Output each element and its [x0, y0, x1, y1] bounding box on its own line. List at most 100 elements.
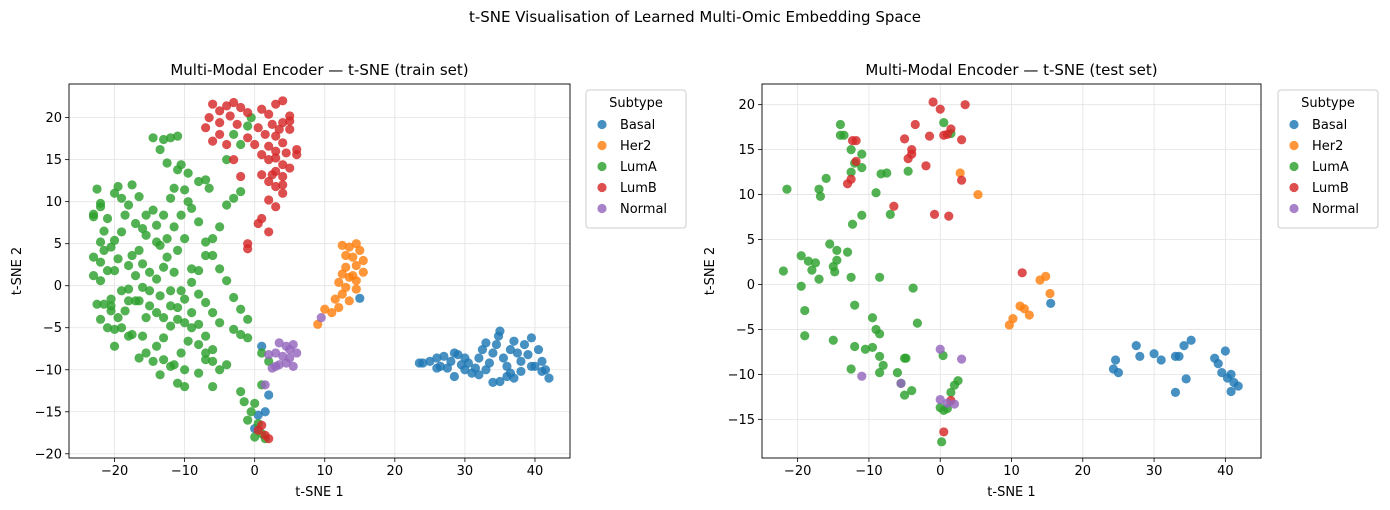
- point-basal: [449, 348, 459, 358]
- point-lumb: [929, 209, 940, 219]
- point-normal: [281, 358, 291, 368]
- point-luma: [867, 313, 878, 323]
- point-luma: [144, 286, 155, 296]
- point-lumb: [271, 181, 281, 192]
- point-lumb: [264, 227, 274, 237]
- point-basal: [488, 377, 498, 387]
- point-luma: [99, 226, 109, 236]
- point-luma: [123, 284, 134, 294]
- point-luma: [946, 387, 956, 397]
- legend-title: Subtype: [1301, 96, 1355, 111]
- point-luma: [148, 356, 158, 366]
- y-axis-label: t-SNE 2: [10, 247, 25, 295]
- point-luma: [180, 318, 190, 328]
- point-luma: [158, 210, 169, 220]
- point-lumb: [285, 163, 295, 173]
- legend-label-her2: Her2: [620, 139, 651, 154]
- point-luma: [151, 274, 162, 284]
- x-tick-label: 40: [1217, 464, 1234, 479]
- point-basal: [495, 326, 505, 336]
- y-tick-label: −15: [728, 413, 755, 428]
- point-luma: [130, 218, 141, 229]
- point-luma: [95, 276, 106, 286]
- point-basal: [1149, 349, 1159, 359]
- point-luma: [173, 314, 183, 324]
- point-lumb: [960, 100, 970, 110]
- point-luma: [127, 250, 137, 261]
- point-luma: [201, 297, 211, 308]
- point-luma: [800, 331, 810, 341]
- point-basal: [516, 356, 526, 366]
- point-her2: [337, 289, 347, 299]
- point-luma: [155, 144, 165, 155]
- legend-marker-lumb: [1289, 182, 1299, 193]
- point-lumb: [889, 201, 899, 211]
- point-basal: [491, 339, 502, 350]
- point-luma: [832, 245, 842, 255]
- point-luma: [151, 341, 162, 351]
- point-her2: [355, 245, 365, 256]
- point-luma: [127, 180, 137, 190]
- point-luma: [236, 139, 246, 150]
- y-tick-label: 0: [747, 278, 755, 293]
- point-basal: [516, 366, 526, 377]
- point-luma: [878, 360, 888, 370]
- point-lumb: [232, 119, 242, 129]
- point-luma: [839, 130, 849, 140]
- point-basal: [495, 376, 505, 387]
- point-basal: [432, 363, 442, 373]
- point-basal: [1174, 351, 1184, 362]
- point-lumb: [250, 139, 260, 150]
- point-luma: [137, 259, 148, 269]
- point-luma: [180, 365, 190, 375]
- point-luma: [102, 323, 113, 333]
- point-luma: [908, 283, 918, 293]
- point-luma: [144, 301, 155, 311]
- point-luma: [169, 222, 179, 232]
- legend-label-normal: Normal: [1312, 202, 1359, 217]
- point-lumb: [851, 136, 861, 146]
- legend-marker-her2: [597, 140, 607, 151]
- point-luma: [778, 266, 788, 276]
- point-lumb: [229, 155, 239, 165]
- point-basal: [1135, 351, 1145, 362]
- point-luma: [201, 175, 211, 185]
- point-lumb: [935, 104, 945, 114]
- x-tick-label: 10: [316, 464, 333, 479]
- point-luma: [113, 181, 123, 192]
- point-luma: [243, 121, 253, 131]
- legend: Subtype Basal Her2 LumA LumB Normal: [1277, 89, 1379, 229]
- point-luma: [246, 407, 256, 417]
- legend-marker-luma: [597, 161, 607, 172]
- point-luma: [106, 294, 116, 304]
- point-luma: [180, 234, 190, 244]
- point-luma: [939, 118, 949, 128]
- point-luma: [166, 193, 176, 203]
- point-normal: [935, 394, 945, 405]
- point-luma: [257, 348, 267, 358]
- point-luma: [109, 324, 120, 335]
- point-luma: [194, 339, 204, 350]
- point-luma: [187, 323, 197, 333]
- point-basal: [414, 358, 424, 368]
- point-basal: [484, 358, 495, 368]
- point-basal: [544, 373, 554, 383]
- legend-title: Subtype: [609, 96, 663, 111]
- point-basal: [512, 348, 523, 358]
- point-her2: [358, 255, 368, 266]
- point-luma: [250, 398, 260, 408]
- point-lumb: [215, 118, 225, 128]
- point-luma: [215, 222, 225, 232]
- point-luma: [222, 155, 232, 165]
- point-basal: [1226, 386, 1236, 397]
- point-luma: [183, 168, 193, 178]
- point-normal: [260, 380, 270, 390]
- point-luma: [907, 385, 917, 396]
- point-lumb: [271, 99, 281, 109]
- point-luma: [176, 286, 186, 296]
- point-lumb: [910, 119, 920, 130]
- point-luma: [169, 183, 179, 193]
- point-luma: [867, 342, 878, 353]
- point-lumb: [274, 124, 284, 134]
